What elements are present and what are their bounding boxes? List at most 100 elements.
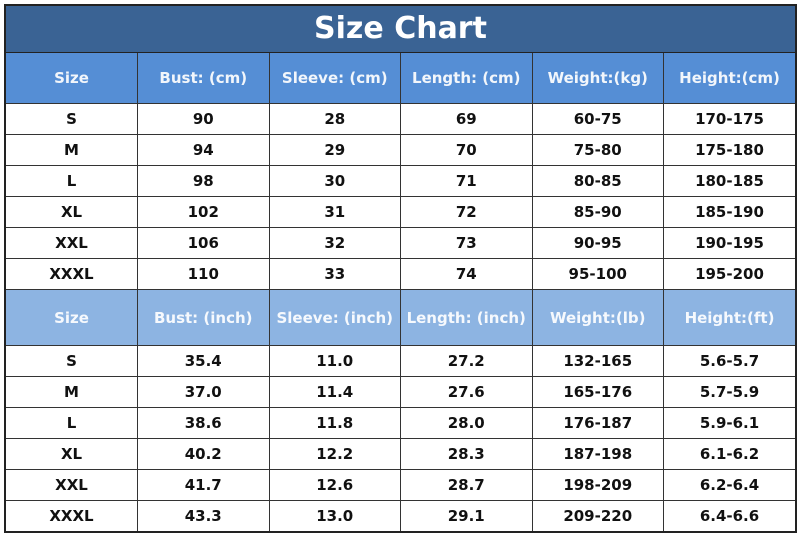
table-cell: 6.1-6.2 bbox=[663, 438, 795, 470]
table-cell: 70 bbox=[400, 134, 533, 166]
table-cell: 37.0 bbox=[137, 376, 270, 408]
table-cell: 74 bbox=[400, 258, 533, 290]
table-cell: 27.2 bbox=[400, 345, 533, 377]
table-cell: 195-200 bbox=[663, 258, 795, 290]
imperial-table-row: M 37.0 11.4 27.6 165-176 5.7-5.9 bbox=[6, 376, 795, 408]
table-cell: 11.4 bbox=[268, 376, 401, 408]
metric-header-row: Size Bust: (cm) Sleeve: (cm) Length: (cm) We… bbox=[6, 53, 795, 104]
table-cell: 33 bbox=[268, 258, 401, 290]
table-cell: 185-190 bbox=[663, 196, 795, 228]
table-cell: XXXL bbox=[6, 258, 138, 290]
table-cell: 176-187 bbox=[531, 407, 664, 439]
table-cell: 209-220 bbox=[531, 500, 664, 531]
table-cell: S bbox=[6, 345, 138, 377]
table-cell: 12.2 bbox=[268, 438, 401, 470]
table-cell: 165-176 bbox=[531, 376, 664, 408]
metric-table-row: M 94 29 70 75-80 175-180 bbox=[6, 134, 795, 166]
table-cell: 43.3 bbox=[137, 500, 270, 531]
imperial-table-row: L 38.6 11.8 28.0 176-187 5.9-6.1 bbox=[6, 407, 795, 439]
table-cell: 72 bbox=[400, 196, 533, 228]
table-cell: XXXL bbox=[6, 500, 138, 531]
header-cell: Length: (cm) bbox=[400, 53, 533, 104]
table-cell: 30 bbox=[268, 165, 401, 197]
table-cell: XXL bbox=[6, 227, 138, 259]
chart-title: Size Chart bbox=[6, 6, 795, 53]
header-cell: Sleeve: (cm) bbox=[268, 53, 401, 104]
table-cell: L bbox=[6, 407, 138, 439]
header-cell: Weight:(kg) bbox=[531, 53, 664, 104]
size-table: Size Bust: (cm) Sleeve: (cm) Length: (cm) We… bbox=[6, 53, 795, 531]
header-cell: Height:(ft) bbox=[663, 289, 795, 346]
imperial-table-row: XXL 41.7 12.6 28.7 198-209 6.2-6.4 bbox=[6, 469, 795, 501]
table-cell: 27.6 bbox=[400, 376, 533, 408]
table-cell: XL bbox=[6, 196, 138, 228]
table-cell: S bbox=[6, 103, 138, 135]
table-cell: M bbox=[6, 376, 138, 408]
imperial-table-row: XL 40.2 12.2 28.3 187-198 6.1-6.2 bbox=[6, 438, 795, 470]
table-cell: 106 bbox=[137, 227, 270, 259]
table-cell: 28 bbox=[268, 103, 401, 135]
table-cell: 60-75 bbox=[531, 103, 664, 135]
header-cell: Weight:(lb) bbox=[531, 289, 664, 346]
table-cell: 187-198 bbox=[531, 438, 664, 470]
table-cell: 75-80 bbox=[531, 134, 664, 166]
imperial-table-row: XXXL 43.3 13.0 29.1 209-220 6.4-6.6 bbox=[6, 500, 795, 531]
table-cell: XXL bbox=[6, 469, 138, 501]
table-cell: XL bbox=[6, 438, 138, 470]
table-cell: 28.0 bbox=[400, 407, 533, 439]
metric-table-row: XL 102 31 72 85-90 185-190 bbox=[6, 196, 795, 228]
table-cell: 12.6 bbox=[268, 469, 401, 501]
table-cell: 6.4-6.6 bbox=[663, 500, 795, 531]
table-cell: 40.2 bbox=[137, 438, 270, 470]
table-cell: 90-95 bbox=[531, 227, 664, 259]
table-cell: 11.8 bbox=[268, 407, 401, 439]
table-cell: L bbox=[6, 165, 138, 197]
header-cell: Bust: (inch) bbox=[137, 289, 270, 346]
table-cell: 11.0 bbox=[268, 345, 401, 377]
table-cell: 32 bbox=[268, 227, 401, 259]
table-cell: 80-85 bbox=[531, 165, 664, 197]
table-cell: 95-100 bbox=[531, 258, 664, 290]
table-cell: 132-165 bbox=[531, 345, 664, 377]
imperial-header-row: Size Bust: (inch) Sleeve: (inch) Length: (i… bbox=[6, 289, 795, 346]
table-cell: 6.2-6.4 bbox=[663, 469, 795, 501]
metric-table-row: L 98 30 71 80-85 180-185 bbox=[6, 165, 795, 197]
table-cell: 5.9-6.1 bbox=[663, 407, 795, 439]
table-cell: 73 bbox=[400, 227, 533, 259]
table-cell: 98 bbox=[137, 165, 270, 197]
header-cell: Size bbox=[6, 53, 138, 104]
metric-table-row: XXL 106 32 73 90-95 190-195 bbox=[6, 227, 795, 259]
imperial-table-row: S 35.4 11.0 27.2 132-165 5.6-5.7 bbox=[6, 345, 795, 377]
table-cell: 180-185 bbox=[663, 165, 795, 197]
table-cell: 41.7 bbox=[137, 469, 270, 501]
table-cell: 13.0 bbox=[268, 500, 401, 531]
table-cell: 198-209 bbox=[531, 469, 664, 501]
table-cell: 29 bbox=[268, 134, 401, 166]
header-cell: Bust: (cm) bbox=[137, 53, 270, 104]
table-cell: 38.6 bbox=[137, 407, 270, 439]
header-cell: Length: (inch) bbox=[400, 289, 533, 346]
metric-table-row: S 90 28 69 60-75 170-175 bbox=[6, 103, 795, 135]
table-cell: 170-175 bbox=[663, 103, 795, 135]
table-cell: 35.4 bbox=[137, 345, 270, 377]
header-cell: Sleeve: (inch) bbox=[268, 289, 401, 346]
metric-table-row: XXXL 110 33 74 95-100 195-200 bbox=[6, 258, 795, 290]
table-cell: 175-180 bbox=[663, 134, 795, 166]
table-cell: 102 bbox=[137, 196, 270, 228]
table-cell: 31 bbox=[268, 196, 401, 228]
table-cell: 71 bbox=[400, 165, 533, 197]
table-cell: 85-90 bbox=[531, 196, 664, 228]
size-chart: Size Chart Size Bust: (cm) Sleeve: (cm) Len… bbox=[4, 4, 797, 533]
table-cell: 29.1 bbox=[400, 500, 533, 531]
table-cell: 28.7 bbox=[400, 469, 533, 501]
table-cell: 94 bbox=[137, 134, 270, 166]
table-cell: 90 bbox=[137, 103, 270, 135]
table-cell: 5.6-5.7 bbox=[663, 345, 795, 377]
table-cell: 110 bbox=[137, 258, 270, 290]
table-cell: 190-195 bbox=[663, 227, 795, 259]
table-cell: 5.7-5.9 bbox=[663, 376, 795, 408]
header-cell: Size bbox=[6, 289, 138, 346]
table-cell: 28.3 bbox=[400, 438, 533, 470]
header-cell: Height:(cm) bbox=[663, 53, 795, 104]
table-cell: M bbox=[6, 134, 138, 166]
